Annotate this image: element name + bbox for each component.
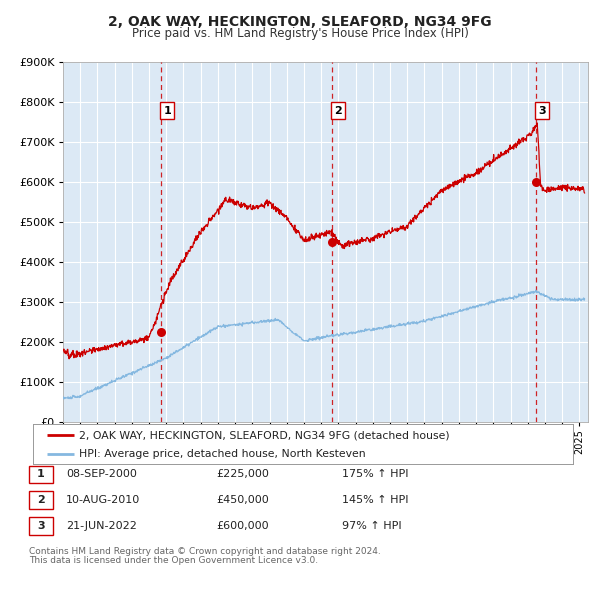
Text: 3: 3 bbox=[538, 106, 546, 116]
Text: HPI: Average price, detached house, North Kesteven: HPI: Average price, detached house, Nort… bbox=[79, 450, 365, 459]
Text: 175% ↑ HPI: 175% ↑ HPI bbox=[342, 470, 409, 479]
Text: £225,000: £225,000 bbox=[216, 470, 269, 479]
Text: 2, OAK WAY, HECKINGTON, SLEAFORD, NG34 9FG (detached house): 2, OAK WAY, HECKINGTON, SLEAFORD, NG34 9… bbox=[79, 430, 449, 440]
Text: Price paid vs. HM Land Registry's House Price Index (HPI): Price paid vs. HM Land Registry's House … bbox=[131, 27, 469, 40]
Text: 2: 2 bbox=[334, 106, 342, 116]
Text: 2, OAK WAY, HECKINGTON, SLEAFORD, NG34 9FG: 2, OAK WAY, HECKINGTON, SLEAFORD, NG34 9… bbox=[108, 15, 492, 29]
Text: 97% ↑ HPI: 97% ↑ HPI bbox=[342, 522, 401, 531]
Text: £600,000: £600,000 bbox=[216, 522, 269, 531]
Text: 10-AUG-2010: 10-AUG-2010 bbox=[66, 496, 140, 505]
Text: 2: 2 bbox=[37, 496, 44, 505]
Text: 1: 1 bbox=[37, 470, 44, 479]
Text: 08-SEP-2000: 08-SEP-2000 bbox=[66, 470, 137, 479]
Text: Contains HM Land Registry data © Crown copyright and database right 2024.: Contains HM Land Registry data © Crown c… bbox=[29, 547, 380, 556]
Text: 1: 1 bbox=[164, 106, 171, 116]
Text: 3: 3 bbox=[37, 522, 44, 531]
Text: This data is licensed under the Open Government Licence v3.0.: This data is licensed under the Open Gov… bbox=[29, 556, 318, 565]
Text: 145% ↑ HPI: 145% ↑ HPI bbox=[342, 496, 409, 505]
Text: £450,000: £450,000 bbox=[216, 496, 269, 505]
Text: 21-JUN-2022: 21-JUN-2022 bbox=[66, 522, 137, 531]
